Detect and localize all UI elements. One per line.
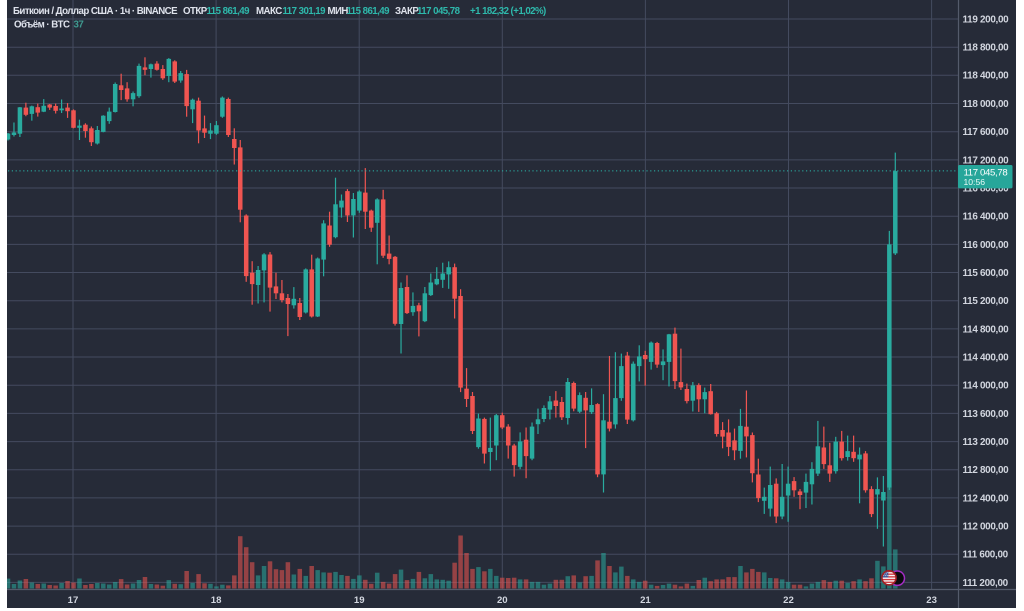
- svg-text:ЗАКР: ЗАКР: [395, 6, 419, 17]
- svg-text:18: 18: [211, 595, 222, 606]
- svg-text:115 861,49: 115 861,49: [207, 6, 251, 17]
- svg-text:113 600,00: 113 600,00: [963, 409, 1010, 420]
- svg-text:116 800,00: 116 800,00: [963, 183, 1010, 194]
- svg-text:116 400,00: 116 400,00: [963, 212, 1010, 223]
- svg-text:112 000,00: 112 000,00: [963, 522, 1010, 533]
- svg-text:Объём · BTC: Объём · BTC: [14, 20, 70, 31]
- svg-text:111 600,00: 111 600,00: [963, 550, 1009, 561]
- svg-text:19: 19: [354, 595, 365, 606]
- svg-text:112 400,00: 112 400,00: [963, 493, 1010, 504]
- svg-text:116 000,00: 116 000,00: [963, 240, 1010, 251]
- svg-text:119 200,00: 119 200,00: [963, 14, 1010, 25]
- svg-text:115 200,00: 115 200,00: [963, 296, 1010, 307]
- svg-text:117 301,19: 117 301,19: [283, 6, 327, 17]
- svg-text:113 200,00: 113 200,00: [963, 437, 1010, 448]
- svg-text:20: 20: [497, 595, 508, 606]
- svg-text:118 000,00: 118 000,00: [963, 99, 1010, 110]
- svg-text:118 800,00: 118 800,00: [963, 43, 1010, 54]
- svg-text:17: 17: [68, 595, 79, 606]
- svg-text:117 045,78: 117 045,78: [964, 167, 1008, 178]
- svg-text:21: 21: [640, 595, 651, 606]
- svg-text:117 200,00: 117 200,00: [963, 155, 1010, 166]
- svg-text:22: 22: [783, 595, 794, 606]
- svg-text:ОТКР: ОТКР: [183, 6, 208, 17]
- svg-text:115 861,49: 115 861,49: [347, 6, 391, 17]
- svg-text:117 045,78: 117 045,78: [417, 6, 461, 17]
- svg-text:+1 182,32 (+1,02%): +1 182,32 (+1,02%): [470, 6, 546, 17]
- svg-text:118 400,00: 118 400,00: [963, 71, 1010, 82]
- svg-text:23: 23: [926, 595, 937, 606]
- svg-text:Биткоин / Доллар США · 1ч · BI: Биткоин / Доллар США · 1ч · BINANCE: [13, 6, 178, 17]
- svg-text:37: 37: [74, 20, 84, 31]
- svg-text:МАКС: МАКС: [256, 6, 282, 17]
- svg-text:111 200,00: 111 200,00: [963, 578, 1009, 589]
- svg-text:112 800,00: 112 800,00: [963, 465, 1010, 476]
- svg-text:114 800,00: 114 800,00: [963, 324, 1010, 335]
- svg-text:10:56: 10:56: [964, 177, 986, 187]
- svg-text:114 400,00: 114 400,00: [963, 352, 1010, 363]
- svg-text:МИН: МИН: [328, 6, 349, 17]
- svg-text:115 600,00: 115 600,00: [963, 268, 1010, 279]
- svg-text:114 000,00: 114 000,00: [963, 381, 1010, 392]
- svg-text:117 600,00: 117 600,00: [963, 127, 1010, 138]
